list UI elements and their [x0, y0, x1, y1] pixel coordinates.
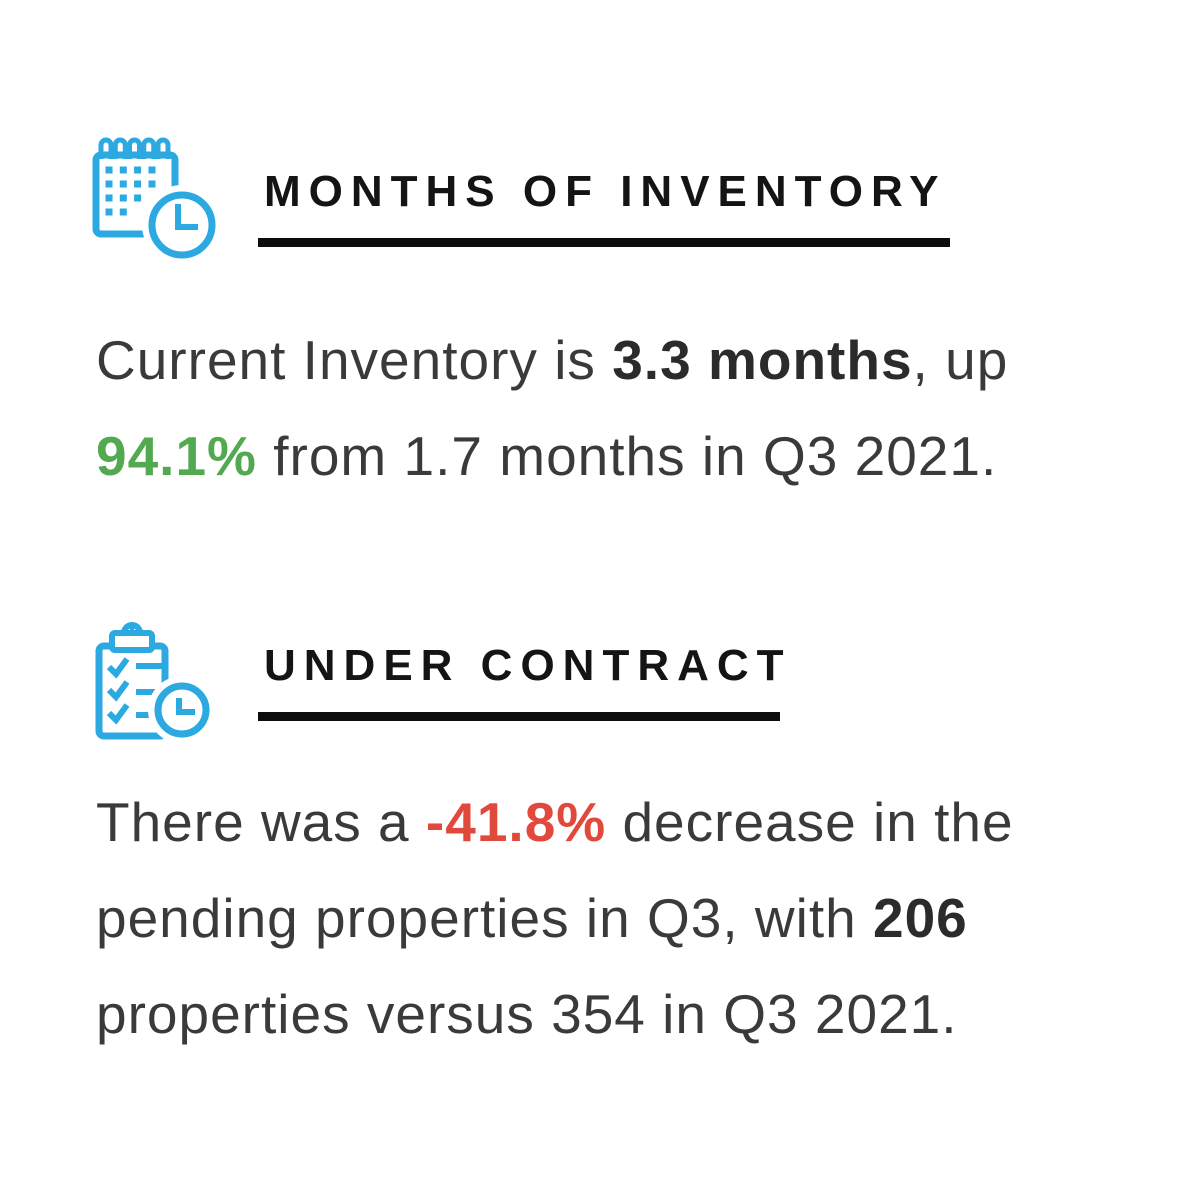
text-segment: decrease in the	[606, 791, 1014, 853]
text-segment: 206	[873, 887, 968, 949]
text-segment: from 1.7 months in Q3 2021.	[256, 425, 998, 487]
text-segment: -41.8%	[425, 791, 607, 853]
text-segment: 3.3 months	[612, 329, 913, 391]
title-underline	[258, 712, 780, 721]
text-segment: properties versus 354 in Q3 2021.	[96, 983, 958, 1045]
clipboard-clock-icon	[88, 613, 220, 750]
text-segment: There was a	[96, 791, 426, 853]
paragraph-line: There was a -41.8% decrease in the	[96, 774, 1014, 870]
text-segment: pending properties in Q3, with	[96, 887, 873, 949]
text-segment: 94.1%	[96, 425, 257, 487]
section-title: UNDER CONTRACT	[264, 641, 792, 690]
section-header-under-contract: UNDER CONTRACT	[258, 644, 792, 721]
title-underline	[258, 238, 950, 247]
under-contract-paragraph: There was a -41.8% decrease in the pendi…	[96, 774, 1014, 1062]
paragraph-line: Current Inventory is 3.3 months, up	[96, 312, 1008, 408]
months-of-inventory-paragraph: Current Inventory is 3.3 months, up 94.1…	[96, 312, 1008, 504]
paragraph-line: 94.1% from 1.7 months in Q3 2021.	[96, 408, 1008, 504]
text-segment: Current Inventory is	[96, 329, 613, 391]
section-title: MONTHS OF INVENTORY	[264, 167, 947, 216]
paragraph-line: properties versus 354 in Q3 2021.	[96, 966, 1014, 1062]
calendar-clock-icon	[90, 132, 222, 265]
paragraph-line: pending properties in Q3, with 206	[96, 870, 1014, 966]
text-segment: , up	[912, 329, 1009, 391]
section-header-months-of-inventory: MONTHS OF INVENTORY	[258, 170, 950, 247]
